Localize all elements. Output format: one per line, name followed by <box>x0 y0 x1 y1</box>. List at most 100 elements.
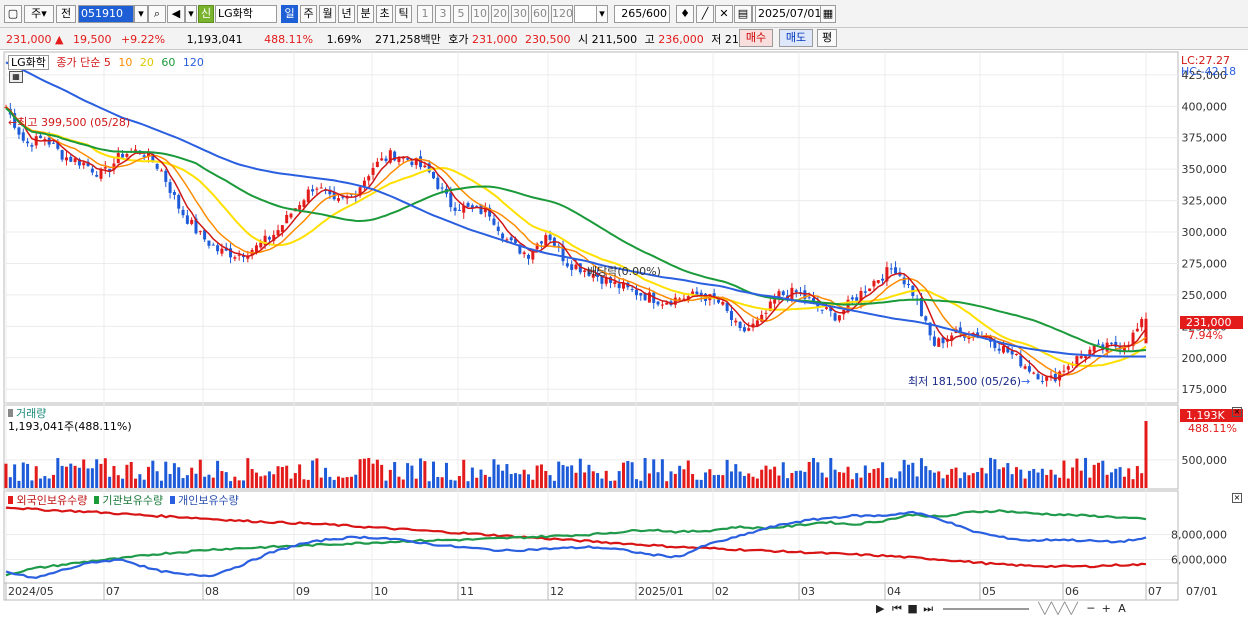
candle-body <box>807 297 811 299</box>
layout-icon[interactable]: ▢ <box>4 5 22 23</box>
period-button-3[interactable]: 년 <box>338 5 355 23</box>
market-type-select[interactable]: 주▾ <box>24 5 54 23</box>
period-button-4[interactable]: 분 <box>357 5 374 23</box>
auto-scale-icon[interactable]: A <box>1118 602 1126 615</box>
candle-body <box>993 340 997 348</box>
volume-bar <box>980 467 984 488</box>
interval-button-5[interactable]: 5 <box>453 5 469 23</box>
volume-bar <box>604 470 608 488</box>
date-input[interactable]: 2025/07/01 <box>755 5 821 23</box>
interval-custom-input[interactable] <box>574 5 598 23</box>
rewind-icon[interactable]: ⏮ <box>891 602 902 615</box>
volume-bar <box>168 473 172 488</box>
volume-bar <box>224 472 228 488</box>
interval-button-10[interactable]: 10 <box>471 5 489 23</box>
interval-button-120[interactable]: 120 <box>551 5 573 23</box>
candle-body <box>518 244 522 254</box>
period-button-2[interactable]: 월 <box>319 5 336 23</box>
eval-button[interactable]: 평 <box>817 29 837 47</box>
candle-body <box>457 209 461 211</box>
legend-stock-name[interactable]: LG화학 <box>8 55 49 70</box>
interval-button-60[interactable]: 60 <box>531 5 549 23</box>
candle-body <box>203 229 207 240</box>
volume-bar <box>652 459 656 488</box>
draw-line-icon[interactable]: ╲╱╲╱╲╱ <box>1038 602 1078 615</box>
interval-button-30[interactable]: 30 <box>511 5 529 23</box>
interval-dropdown-icon[interactable]: ▾ <box>596 5 608 23</box>
period-button-0[interactable]: 일 <box>281 5 298 23</box>
volume-bar <box>984 473 988 488</box>
stop-icon[interactable]: ■ <box>907 602 918 615</box>
volume-bar <box>1045 474 1049 488</box>
candle-body <box>907 283 910 286</box>
zoom-out-icon[interactable]: ─ <box>1087 602 1095 615</box>
candle-body <box>380 158 384 161</box>
period-button-5[interactable]: 초 <box>376 5 393 23</box>
candle-body <box>479 204 483 214</box>
interval-button-3[interactable]: 3 <box>435 5 451 23</box>
compare-icon[interactable]: ✕ <box>715 5 733 23</box>
volume-bar <box>704 472 708 488</box>
period-button-6[interactable]: 틱 <box>395 5 412 23</box>
candle-body <box>328 189 332 195</box>
volume-bar <box>267 471 271 488</box>
volume-bar <box>643 458 647 488</box>
volume-bar <box>617 471 621 488</box>
scroll-right-icon[interactable]: ▶ <box>876 602 885 615</box>
volume-bar <box>863 465 867 488</box>
volume-bar <box>155 471 159 488</box>
volume-bar <box>358 459 362 488</box>
stock-chart[interactable]: 425,000 400,000 375,000 350,000 325,000 300,0… <box>0 50 1248 621</box>
candle-body <box>850 297 854 300</box>
speaker-icon[interactable]: ◀ <box>167 5 185 23</box>
calendar-icon[interactable]: ▦ <box>820 5 836 23</box>
volume-bar <box>229 481 233 488</box>
stock-code-input[interactable]: 051910 <box>78 5 134 23</box>
interval-button-1[interactable]: 1 <box>417 5 433 23</box>
interval-button-20[interactable]: 20 <box>491 5 509 23</box>
candle-body <box>522 252 526 255</box>
holdings-close-icon[interactable]: × <box>1232 493 1242 503</box>
candle-body <box>824 307 828 309</box>
buy-button[interactable]: 매수 <box>739 29 773 47</box>
search-icon[interactable]: ⌕ <box>148 5 166 23</box>
zoom-slider[interactable] <box>942 608 1029 610</box>
volume-bar <box>907 464 910 488</box>
candle-body <box>812 298 815 302</box>
candle-body <box>151 153 155 163</box>
volume-bar <box>876 468 880 488</box>
forward-icon[interactable]: ⏭ <box>923 602 934 615</box>
candle-body <box>103 167 107 169</box>
period-button-1[interactable]: 주 <box>300 5 317 23</box>
candle-body <box>341 196 345 198</box>
sell-button[interactable]: 매도 <box>779 29 813 47</box>
candle-body <box>164 170 168 182</box>
volume-bar <box>622 462 625 488</box>
save-icon[interactable]: ▤ <box>734 5 752 23</box>
legend-ma60: 60 <box>161 56 176 69</box>
candle-body <box>699 292 703 296</box>
table-view-icon[interactable]: ▦ <box>9 71 23 83</box>
candle-type-icon[interactable]: ♦ <box>676 5 694 23</box>
volume-bar <box>1071 467 1075 488</box>
zoom-in-icon[interactable]: + <box>1101 602 1111 615</box>
volume-close-icon[interactable]: × <box>1232 407 1242 417</box>
candle-body <box>311 189 315 192</box>
candle-body <box>1006 346 1010 353</box>
ma5-line <box>5 106 1147 380</box>
stock-name-field[interactable]: LG화학 <box>215 5 277 23</box>
code-dropdown-icon[interactable]: ▾ <box>134 5 148 23</box>
candle-body <box>729 310 733 320</box>
scope-button[interactable]: 전 <box>56 5 76 23</box>
volume-bar <box>872 468 876 488</box>
candle-body <box>432 171 435 179</box>
volume-bar <box>669 471 673 488</box>
draw-tool-icon[interactable]: ╱ <box>696 5 714 23</box>
candle-body <box>622 283 625 289</box>
candle-body <box>587 270 591 276</box>
speaker-dropdown-icon[interactable]: ▾ <box>185 5 197 23</box>
quote-change: 19,500 <box>72 33 112 46</box>
count-input[interactable]: 265/600 <box>614 5 670 23</box>
volume-bar <box>639 480 643 488</box>
candle-body <box>1114 341 1118 347</box>
